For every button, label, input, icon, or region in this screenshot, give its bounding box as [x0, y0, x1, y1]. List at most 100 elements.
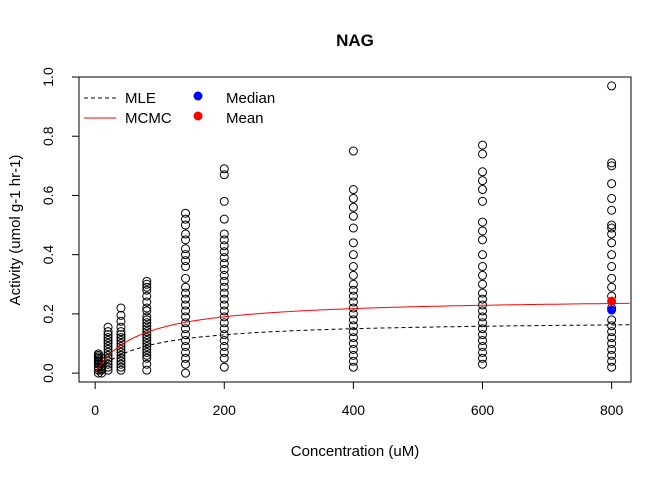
data-point	[116, 365, 126, 375]
data-point	[607, 350, 617, 360]
data-point	[219, 214, 229, 224]
data-point	[116, 333, 126, 343]
data-point	[219, 336, 229, 346]
data-point	[116, 341, 126, 351]
data-point	[142, 339, 152, 349]
data-point	[348, 202, 358, 212]
y-tick-label: 0.6	[40, 186, 56, 206]
data-point	[478, 176, 488, 186]
data-point	[607, 321, 617, 331]
legend-mean-label: Mean	[226, 110, 264, 127]
data-point	[348, 146, 358, 156]
data-point	[181, 288, 191, 298]
data-point	[478, 149, 488, 159]
data-point	[116, 353, 126, 363]
data-point	[219, 235, 229, 245]
data-point	[142, 321, 152, 331]
data-point	[219, 253, 229, 263]
data-point	[478, 336, 488, 346]
y-axis-label: Activity (umol g-1 hr-1)	[7, 155, 24, 306]
data-point	[348, 279, 358, 289]
chart-title: NAG	[336, 31, 374, 50]
data-point	[478, 262, 488, 272]
data-point	[219, 324, 229, 334]
data-point	[103, 365, 113, 375]
data-point	[142, 347, 152, 357]
x-axis: 0 200 400 600 800	[91, 381, 624, 418]
data-point	[219, 318, 229, 328]
data-point	[219, 353, 229, 363]
data-point	[116, 327, 126, 337]
data-point	[142, 279, 152, 289]
data-point	[103, 341, 113, 351]
data-point	[607, 229, 617, 239]
data-point	[607, 205, 617, 215]
data-point	[607, 339, 617, 349]
data-point	[478, 306, 488, 316]
x-tick-label: 600	[471, 402, 495, 418]
data-point	[607, 282, 617, 292]
data-point	[607, 193, 617, 203]
data-point	[181, 262, 191, 272]
data-point	[181, 282, 191, 292]
data-point	[181, 208, 191, 218]
data-point	[142, 306, 152, 316]
data-point	[478, 359, 488, 369]
data-point	[181, 341, 191, 351]
data-point	[219, 259, 229, 269]
data-point	[478, 250, 488, 260]
legend-mcmc-label: MCMC	[125, 110, 172, 127]
data-point	[478, 140, 488, 150]
data-point	[478, 196, 488, 206]
data-point	[219, 229, 229, 239]
data-point	[142, 353, 152, 363]
data-point	[181, 256, 191, 266]
legend: MLE MCMC Median Mean	[84, 90, 275, 127]
data-point	[607, 356, 617, 366]
y-axis: 0.0 0.2 0.4 0.6 0.8 1.0	[40, 67, 80, 383]
data-point	[607, 333, 617, 343]
data-point	[142, 365, 152, 375]
data-point	[348, 291, 358, 301]
data-point	[116, 339, 126, 349]
data-point	[219, 196, 229, 206]
data-point	[348, 262, 358, 272]
fitted-curves	[94, 302, 630, 374]
data-point	[607, 315, 617, 325]
data-point	[142, 291, 152, 301]
data-point	[348, 362, 358, 372]
data-point	[348, 285, 358, 295]
data-point	[219, 247, 229, 257]
legend-mean-swatch	[193, 111, 203, 121]
data-point	[142, 318, 152, 328]
data-point	[103, 362, 113, 372]
data-point	[142, 330, 152, 340]
data-point	[219, 306, 229, 316]
data-point	[142, 297, 152, 307]
data-point	[348, 344, 358, 354]
data-point	[219, 264, 229, 274]
median-point	[607, 305, 617, 315]
data-point	[142, 312, 152, 322]
y-tick-label: 0.4	[40, 245, 56, 265]
data-point	[103, 322, 113, 332]
data-point	[116, 330, 126, 340]
data-point	[478, 185, 488, 195]
data-point	[142, 282, 152, 292]
y-tick-label: 0.2	[40, 304, 56, 324]
data-point	[478, 318, 488, 328]
data-point	[142, 285, 152, 295]
data-point	[478, 279, 488, 289]
data-point	[181, 229, 191, 239]
data-point	[348, 250, 358, 260]
data-point	[103, 336, 113, 346]
data-point	[103, 330, 113, 340]
data-point	[103, 333, 113, 343]
data-point	[348, 211, 358, 221]
data-point	[348, 297, 358, 307]
data-point	[219, 276, 229, 286]
x-axis-label: Concentration (uM)	[291, 443, 419, 460]
data-point	[181, 244, 191, 254]
data-point	[219, 294, 229, 304]
data-point	[607, 223, 617, 233]
